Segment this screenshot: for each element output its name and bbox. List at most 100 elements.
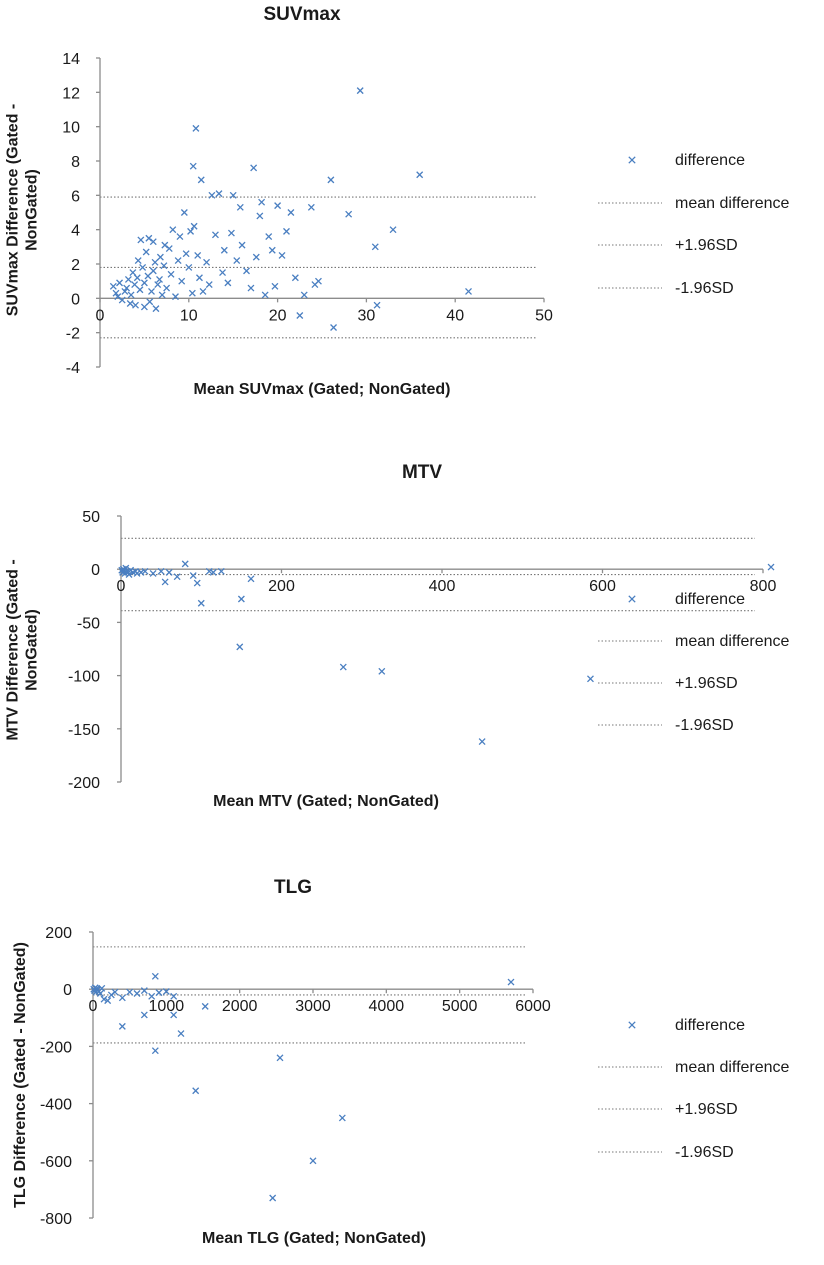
data-point	[276, 1054, 284, 1062]
x-tick-label: 5000	[442, 998, 478, 1015]
y-tick-label: -2	[66, 326, 80, 343]
data-point	[133, 274, 141, 282]
data-point	[160, 262, 168, 270]
y-axis-title-line: SUVmax Difference (Gated -	[5, 104, 22, 317]
data-point	[118, 1022, 126, 1030]
data-point	[236, 643, 244, 651]
legend-difference-marker	[628, 595, 636, 603]
data-point	[188, 289, 196, 297]
data-point	[199, 288, 207, 295]
data-point	[169, 226, 177, 234]
y-tick-label: -200	[68, 775, 100, 792]
y-axis-title-line: MTV Difference (Gated -	[5, 559, 22, 740]
data-point	[109, 282, 117, 290]
data-point	[144, 272, 152, 280]
data-point	[145, 234, 153, 242]
data-point	[140, 279, 148, 287]
legend-entry-label: difference	[675, 591, 745, 608]
data-point	[330, 324, 338, 331]
data-point	[126, 300, 134, 307]
data-point	[587, 675, 594, 683]
y-tick-label: 2	[71, 257, 80, 274]
data-point	[465, 288, 472, 295]
data-point	[132, 301, 139, 309]
y-tick-label: -400	[40, 1097, 72, 1114]
x-tick-label: 10	[180, 307, 198, 324]
data-point	[327, 176, 335, 184]
legend-entry-label: +1.96SD	[675, 675, 738, 692]
y-tick-label: -600	[40, 1154, 72, 1171]
legend: difference mean difference +1.96SD -1.96SD	[598, 152, 790, 297]
y-axis-title: SUVmax Difference (Gated - NonGated)	[5, 104, 41, 317]
legend-difference-marker	[628, 156, 636, 164]
y-tick-label: -150	[68, 722, 100, 739]
legend-entry-label: difference	[675, 1017, 745, 1034]
legend-entry-label: -1.96SD	[675, 1144, 734, 1161]
x-tick-label: 800	[750, 578, 777, 595]
x-tick-label: 6000	[515, 998, 551, 1015]
data-point	[203, 258, 211, 266]
data-point	[215, 190, 223, 198]
data-point	[137, 236, 145, 244]
data-point	[139, 263, 147, 271]
legend-entry-label: mean difference	[675, 633, 790, 650]
data-point	[142, 248, 150, 256]
data-point	[389, 226, 397, 234]
data-point	[252, 253, 260, 261]
data-point	[371, 243, 379, 251]
data-point	[156, 275, 163, 283]
data-point	[185, 263, 193, 271]
data-point	[192, 1087, 200, 1095]
legend-difference-marker	[628, 1021, 636, 1029]
data-point	[151, 1047, 159, 1055]
data-point	[149, 267, 157, 275]
legend-entry-label: mean difference	[675, 1059, 790, 1076]
data-point	[158, 291, 166, 299]
data-point	[136, 286, 144, 294]
data-point	[314, 277, 322, 285]
data-point	[121, 288, 129, 295]
data-point	[149, 569, 157, 577]
data-point	[111, 988, 119, 996]
data-point	[287, 209, 295, 216]
data-point	[177, 1030, 185, 1037]
data-point	[291, 274, 299, 282]
data-point	[112, 289, 120, 297]
data-point	[238, 241, 246, 249]
data-point	[151, 258, 159, 266]
y-tick-label: 0	[63, 982, 72, 999]
data-point	[258, 198, 266, 206]
data-point	[146, 298, 154, 306]
data-point	[192, 124, 200, 132]
x-tick-label: 20	[269, 307, 287, 324]
data-point	[296, 312, 304, 319]
y-tick-label: -100	[68, 669, 100, 686]
data-point	[189, 162, 197, 170]
data-point	[100, 995, 108, 1003]
y-tick-label: -50	[77, 615, 100, 632]
x-tick-label: 0	[96, 307, 105, 324]
data-point	[227, 229, 235, 237]
data-point	[137, 568, 145, 576]
data-point	[307, 203, 315, 211]
y-axis-title-line: TLG Difference (Gated - NonGated)	[12, 942, 29, 1208]
data-point	[247, 575, 255, 583]
data-point	[140, 987, 148, 995]
data-point	[165, 568, 173, 576]
data-point	[219, 269, 227, 277]
x-axis-title: Mean TLG (Gated; NonGated)	[202, 1230, 426, 1247]
y-tick-label: 50	[82, 509, 100, 526]
data-point	[154, 281, 162, 289]
x-tick-label: 2000	[222, 998, 258, 1015]
y-tick-label: -200	[40, 1039, 72, 1056]
data-point	[278, 251, 286, 259]
y-axis-title-line: NonGated)	[24, 169, 41, 251]
data-point	[208, 191, 216, 199]
data-point	[167, 270, 175, 278]
data-point	[416, 171, 424, 179]
x-axis-title: Mean MTV (Gated; NonGated)	[213, 793, 439, 810]
y-axis-title: TLG Difference (Gated - NonGated)	[12, 942, 29, 1208]
data-point	[134, 257, 142, 265]
